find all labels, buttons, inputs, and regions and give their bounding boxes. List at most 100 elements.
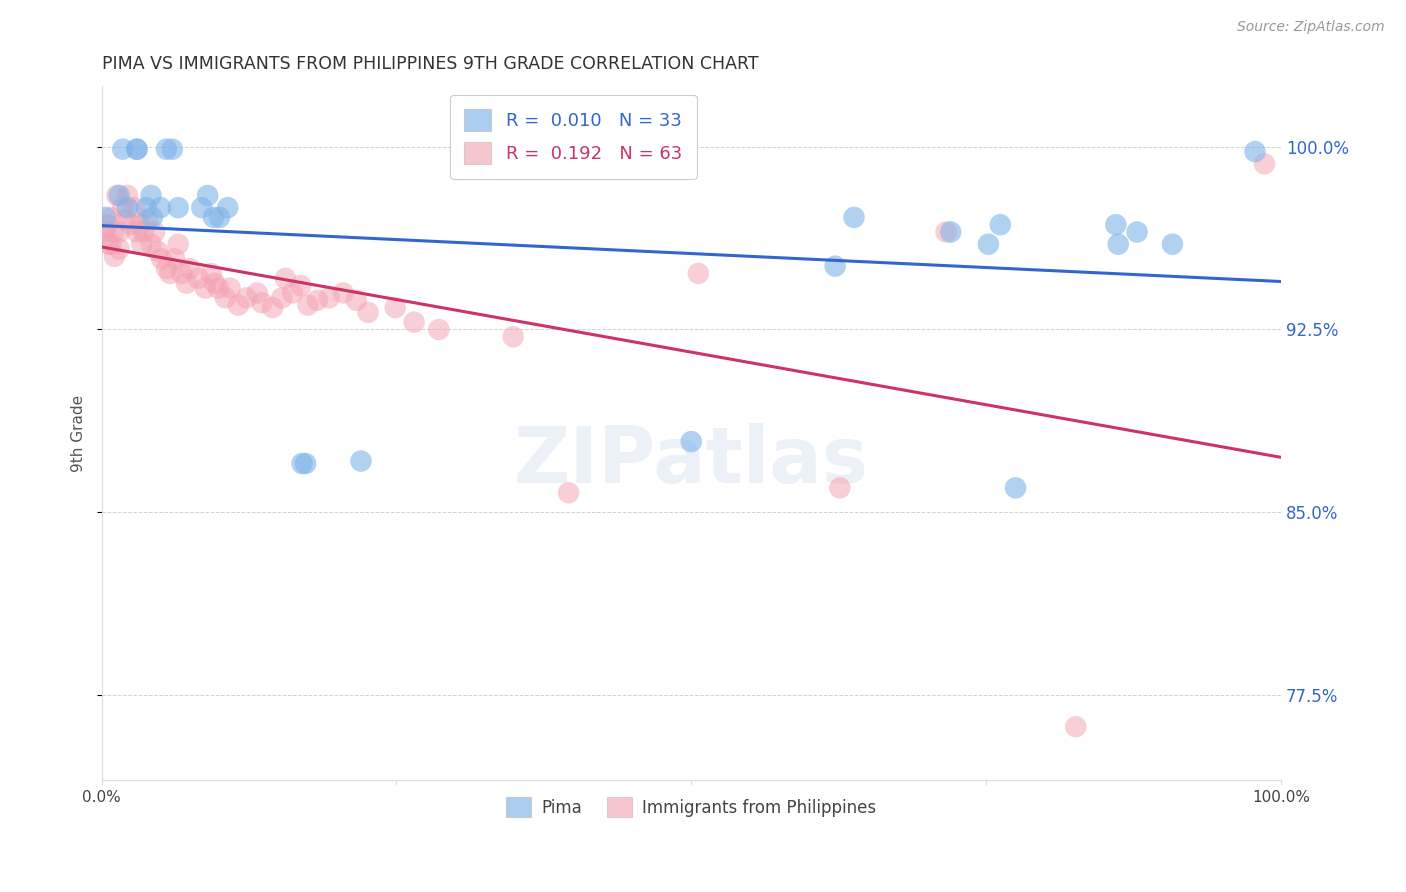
Point bbox=[988, 218, 1011, 232]
Point bbox=[828, 481, 851, 495]
Point bbox=[228, 298, 250, 312]
Point bbox=[1004, 481, 1026, 495]
Point bbox=[404, 315, 426, 329]
Point bbox=[167, 237, 190, 252]
Point bbox=[97, 237, 120, 252]
Point bbox=[194, 281, 217, 295]
Point bbox=[842, 211, 865, 225]
Point bbox=[155, 142, 177, 156]
Point bbox=[939, 225, 962, 239]
Point bbox=[163, 252, 186, 266]
Point bbox=[155, 261, 177, 276]
Point bbox=[125, 225, 148, 239]
Point bbox=[132, 225, 155, 239]
Point bbox=[191, 201, 214, 215]
Point bbox=[217, 201, 239, 215]
Point bbox=[117, 188, 139, 202]
Point bbox=[120, 218, 142, 232]
Point bbox=[250, 295, 273, 310]
Point bbox=[114, 212, 136, 227]
Point bbox=[357, 305, 380, 319]
Point bbox=[197, 188, 219, 202]
Point bbox=[935, 225, 957, 239]
Point bbox=[297, 298, 319, 312]
Point bbox=[350, 454, 373, 468]
Point bbox=[108, 242, 131, 256]
Point bbox=[824, 259, 846, 273]
Point bbox=[557, 485, 579, 500]
Point bbox=[100, 211, 122, 225]
Point bbox=[246, 285, 269, 300]
Point bbox=[100, 237, 122, 252]
Point bbox=[128, 218, 150, 232]
Point bbox=[207, 281, 229, 295]
Point bbox=[187, 271, 209, 285]
Point bbox=[131, 237, 153, 252]
Point bbox=[105, 188, 128, 202]
Point bbox=[94, 225, 117, 239]
Point bbox=[271, 291, 294, 305]
Point bbox=[103, 249, 125, 263]
Point bbox=[977, 237, 1000, 252]
Point bbox=[136, 212, 159, 227]
Point bbox=[96, 218, 118, 232]
Point bbox=[139, 188, 162, 202]
Point bbox=[200, 267, 222, 281]
Point bbox=[208, 211, 231, 225]
Point bbox=[146, 244, 169, 259]
Point bbox=[688, 267, 710, 281]
Point bbox=[294, 457, 316, 471]
Point bbox=[1253, 157, 1275, 171]
Point bbox=[214, 291, 236, 305]
Text: ZIPatlas: ZIPatlas bbox=[513, 423, 869, 499]
Point bbox=[1244, 145, 1267, 159]
Point bbox=[111, 201, 134, 215]
Point bbox=[332, 285, 354, 300]
Point bbox=[281, 285, 304, 300]
Point bbox=[202, 211, 225, 225]
Point bbox=[124, 201, 146, 215]
Point bbox=[290, 278, 312, 293]
Point bbox=[307, 293, 329, 308]
Point bbox=[502, 330, 524, 344]
Point bbox=[170, 267, 193, 281]
Point bbox=[141, 211, 163, 225]
Point bbox=[150, 252, 173, 266]
Point bbox=[262, 301, 284, 315]
Point bbox=[94, 211, 117, 225]
Point bbox=[108, 225, 131, 239]
Point bbox=[1107, 237, 1129, 252]
Point bbox=[1126, 225, 1149, 239]
Point bbox=[103, 225, 125, 239]
Point bbox=[1161, 237, 1184, 252]
Point bbox=[427, 322, 450, 336]
Point bbox=[1105, 218, 1128, 232]
Point bbox=[318, 291, 340, 305]
Point bbox=[344, 293, 367, 308]
Point bbox=[162, 142, 184, 156]
Text: PIMA VS IMMIGRANTS FROM PHILIPPINES 9TH GRADE CORRELATION CHART: PIMA VS IMMIGRANTS FROM PHILIPPINES 9TH … bbox=[101, 55, 758, 73]
Point bbox=[125, 142, 148, 156]
Point bbox=[1064, 720, 1087, 734]
Point bbox=[291, 457, 314, 471]
Point bbox=[139, 237, 162, 252]
Point bbox=[384, 301, 406, 315]
Point bbox=[135, 201, 157, 215]
Text: Source: ZipAtlas.com: Source: ZipAtlas.com bbox=[1237, 20, 1385, 34]
Point bbox=[159, 267, 181, 281]
Point bbox=[176, 276, 198, 290]
Point bbox=[219, 281, 242, 295]
Legend: Pima, Immigrants from Philippines: Pima, Immigrants from Philippines bbox=[499, 790, 883, 824]
Point bbox=[149, 201, 172, 215]
Point bbox=[681, 434, 703, 449]
Point bbox=[117, 201, 139, 215]
Y-axis label: 9th Grade: 9th Grade bbox=[72, 394, 86, 472]
Point bbox=[204, 276, 226, 290]
Point bbox=[125, 142, 148, 156]
Point bbox=[179, 261, 201, 276]
Point bbox=[108, 188, 131, 202]
Point bbox=[167, 201, 190, 215]
Point bbox=[274, 271, 297, 285]
Point bbox=[235, 291, 257, 305]
Point bbox=[111, 142, 134, 156]
